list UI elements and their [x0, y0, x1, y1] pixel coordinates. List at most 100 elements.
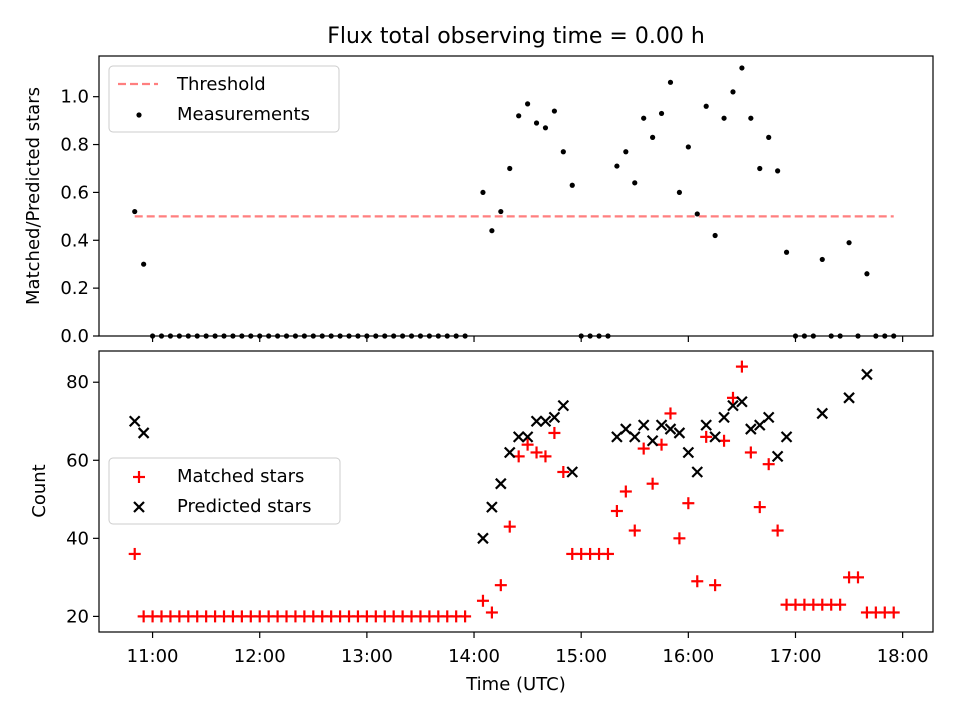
measurement-point — [533, 120, 540, 126]
chart-title: Flux total observing time = 0.00 h — [327, 24, 705, 49]
measurement-point — [676, 189, 683, 196]
predicted-star-point — [548, 411, 561, 424]
measurement-point — [569, 182, 575, 188]
predicted-stars-legend-label: Predicted stars — [177, 496, 311, 517]
count-legend: Matched stars Predicted stars — [108, 457, 341, 525]
ratio-x-ticks — [151, 336, 904, 342]
matched-star-point — [619, 485, 632, 498]
matched-star-point — [485, 606, 498, 619]
count-y-tick-label: 80 — [66, 372, 89, 393]
predicted-star-point — [843, 392, 855, 404]
measurement-point — [721, 115, 727, 121]
count-axes-frame — [98, 350, 934, 633]
matched-star-point — [503, 520, 516, 533]
measurement-point — [614, 163, 620, 169]
count-y-axis-label: Count — [29, 464, 50, 517]
count-legend-box — [108, 457, 341, 525]
count-y-tick-label: 20 — [66, 606, 89, 627]
matched-star-point — [128, 547, 141, 560]
predicted-star-point — [137, 427, 150, 439]
x-tick-label: 17:00 — [770, 646, 822, 667]
predicted-star-point — [655, 419, 668, 431]
predicted-star-point — [700, 419, 712, 431]
measurement-point — [846, 240, 852, 246]
predicted-star-point — [753, 419, 766, 431]
measurement-point — [498, 208, 504, 215]
matched-star-point — [700, 430, 713, 443]
measurements-legend-marker — [136, 112, 142, 118]
matched-stars-legend-label: Matched stars — [177, 466, 304, 487]
threshold-legend-label: Threshold — [176, 74, 266, 95]
predicted-star-point — [745, 423, 757, 435]
count-x-ticks: 11:00 12:00 13:00 14:00 15:00 16:00 17:00 18:00 — [127, 632, 929, 667]
x-tick-label: 16:00 — [662, 646, 714, 667]
matched-star-point — [610, 505, 623, 518]
matched-star-point — [851, 571, 864, 584]
matched-star-point — [771, 524, 784, 537]
matched-star-point — [557, 465, 570, 478]
measurement-point — [819, 256, 825, 263]
predicted-star-point — [611, 431, 623, 443]
ratio-y-tick-label: 0.2 — [60, 278, 89, 299]
matched-star-point — [753, 501, 766, 514]
measurement-point — [525, 101, 531, 107]
measurement-point — [757, 165, 763, 172]
measurement-point — [542, 125, 549, 131]
measurement-point — [641, 115, 647, 121]
matched-star-point — [682, 497, 695, 510]
measurement-point — [739, 65, 745, 71]
predicted-star-point — [771, 450, 784, 463]
matched-star-point — [494, 579, 507, 592]
x-axis-label: Time (UTC) — [465, 674, 566, 695]
predicted-star-point — [736, 395, 748, 408]
ratio-y-ticks: 0.0 0.2 0.4 0.6 0.8 1.0 — [60, 87, 99, 347]
matched-star-point — [548, 426, 561, 439]
count-y-tick-label: 60 — [66, 450, 89, 471]
matched-star-point — [476, 594, 489, 607]
matched-star-point — [646, 477, 659, 490]
measurement-point — [141, 261, 147, 267]
predicted-star-point — [495, 477, 507, 490]
measurement-point — [694, 211, 700, 217]
measurement-point — [658, 110, 665, 117]
predicted-star-point — [620, 423, 632, 435]
ratio-y-tick-label: 1.0 — [60, 87, 89, 108]
matched-star-point — [521, 438, 534, 451]
predicted-star-point — [637, 419, 650, 431]
matched-star-point — [834, 598, 847, 611]
measurement-point — [507, 165, 513, 172]
predicted-star-point — [727, 399, 739, 412]
matched-star-point — [628, 524, 641, 537]
measurement-point — [132, 208, 138, 215]
matched-star-point — [691, 575, 704, 588]
predicted-star-point — [709, 431, 721, 443]
ratio-y-tick-label: 0.0 — [60, 326, 89, 347]
predicted-star-point — [816, 407, 829, 420]
x-tick-label: 14:00 — [448, 646, 500, 667]
measurement-point — [864, 271, 870, 277]
measurement-point — [551, 108, 557, 114]
measurement-point — [748, 115, 754, 121]
matched-star-point — [664, 407, 677, 420]
ratio-y-tick-label: 0.6 — [60, 182, 89, 203]
predicted-star-point — [691, 466, 704, 478]
ratio-y-axis-label: Matched/Predicted stars — [23, 87, 44, 305]
matched-star-point — [539, 450, 552, 463]
predicted-star-point — [628, 431, 641, 443]
predicted-star-point — [861, 368, 873, 381]
measurement-point — [560, 149, 566, 155]
predicted-star-point — [486, 501, 498, 513]
predicted-star-point — [512, 431, 525, 443]
predicted-star-point — [530, 415, 543, 428]
predicted-star-point — [682, 446, 695, 459]
count-plot-area — [128, 360, 900, 623]
predicted-star-point — [673, 427, 686, 439]
predicted-star-point — [780, 431, 793, 443]
predicted-star-point — [128, 415, 141, 428]
count-y-ticks: 20 40 60 80 — [66, 372, 99, 627]
ratio-y-tick-label: 0.4 — [60, 230, 89, 251]
measurement-point — [783, 249, 790, 255]
ratio-panel: 0.0 0.2 0.4 0.6 0.8 1.0 Matched/Predicted sta… — [23, 55, 934, 347]
measurement-point — [685, 144, 691, 150]
predicted-star-point — [539, 415, 552, 428]
